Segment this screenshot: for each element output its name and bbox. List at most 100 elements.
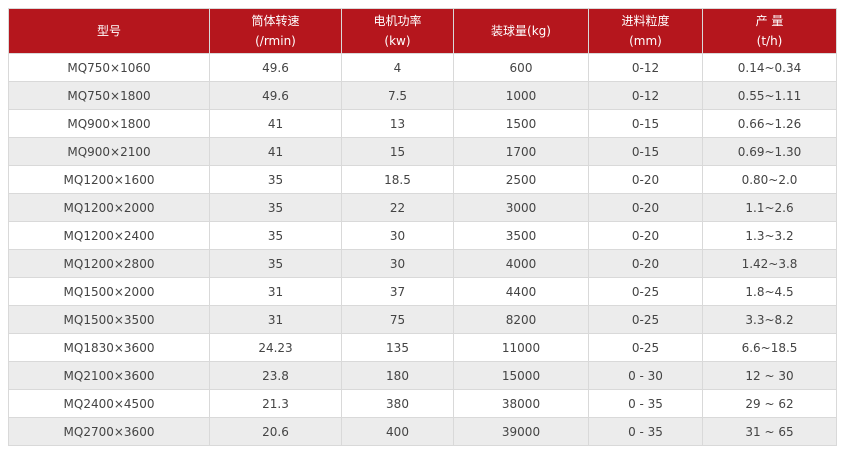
cell-capacity: 0.80~2.0 <box>702 165 837 194</box>
table-row: MQ1200×2400 35 30 3500 0-20 1.3~3.2 <box>8 221 837 250</box>
cell-ball-load: 1700 <box>453 137 589 166</box>
table-row: MQ1830×3600 24.23 135 11000 0-25 6.6~18.5 <box>8 333 837 362</box>
cell-drum-speed: 35 <box>209 249 342 278</box>
cell-capacity: 31 ~ 65 <box>702 417 837 446</box>
table-row: MQ1500×2000 31 37 4400 0-25 1.8~4.5 <box>8 277 837 306</box>
cell-drum-speed: 23.8 <box>209 361 342 390</box>
cell-model: MQ1200×1600 <box>8 165 210 194</box>
cell-model: MQ2100×3600 <box>8 361 210 390</box>
cell-model: MQ1500×3500 <box>8 305 210 334</box>
cell-motor-power: 135 <box>341 333 454 362</box>
cell-feed-size: 0-25 <box>588 305 703 334</box>
cell-drum-speed: 31 <box>209 277 342 306</box>
cell-motor-power: 400 <box>341 417 454 446</box>
cell-motor-power: 7.5 <box>341 81 454 110</box>
cell-ball-load: 15000 <box>453 361 589 390</box>
header-label: 型号 <box>96 24 121 38</box>
cell-model: MQ1830×3600 <box>8 333 210 362</box>
cell-drum-speed: 35 <box>209 221 342 250</box>
cell-drum-speed: 41 <box>209 109 342 138</box>
cell-drum-speed: 49.6 <box>209 53 342 82</box>
cell-capacity: 0.55~1.11 <box>702 81 837 110</box>
cell-model: MQ2400×4500 <box>8 389 210 418</box>
cell-model: MQ750×1060 <box>8 53 210 82</box>
cell-capacity: 0.66~1.26 <box>702 109 837 138</box>
cell-capacity: 1.8~4.5 <box>702 277 837 306</box>
cell-ball-load: 3000 <box>453 193 589 222</box>
cell-drum-speed: 31 <box>209 305 342 334</box>
table-row: MQ750×1800 49.6 7.5 1000 0-12 0.55~1.11 <box>8 81 837 110</box>
cell-capacity: 3.3~8.2 <box>702 305 837 334</box>
cell-capacity: 6.6~18.5 <box>702 333 837 362</box>
cell-model: MQ1200×2400 <box>8 221 210 250</box>
cell-model: MQ900×2100 <box>8 137 210 166</box>
cell-ball-load: 2500 <box>453 165 589 194</box>
cell-capacity: 1.1~2.6 <box>702 193 837 222</box>
cell-motor-power: 30 <box>341 221 454 250</box>
cell-model: MQ2700×3600 <box>8 417 210 446</box>
cell-capacity: 29 ~ 62 <box>702 389 837 418</box>
header-unit: (kw) <box>384 34 411 48</box>
cell-ball-load: 1500 <box>453 109 589 138</box>
cell-capacity: 1.42~3.8 <box>702 249 837 278</box>
cell-ball-load: 39000 <box>453 417 589 446</box>
table-row: MQ900×2100 41 15 1700 0-15 0.69~1.30 <box>8 137 837 166</box>
header-label: 装球量(kg) <box>491 24 551 38</box>
cell-feed-size: 0-15 <box>588 137 703 166</box>
cell-drum-speed: 49.6 <box>209 81 342 110</box>
cell-ball-load: 3500 <box>453 221 589 250</box>
cell-motor-power: 18.5 <box>341 165 454 194</box>
cell-capacity: 12 ~ 30 <box>702 361 837 390</box>
cell-ball-load: 8200 <box>453 305 589 334</box>
cell-feed-size: 0 - 35 <box>588 389 703 418</box>
header-ball-load: 装球量(kg) <box>453 8 589 54</box>
table-row: MQ2400×4500 21.3 380 38000 0 - 35 29 ~ 62 <box>8 389 837 418</box>
cell-model: MQ900×1800 <box>8 109 210 138</box>
cell-motor-power: 22 <box>341 193 454 222</box>
header-label: 产 量 <box>755 14 784 28</box>
header-row: 型号 筒体转速 (/rmin) 电机功率 (kw) 装球量(kg) 进料粒度 (mm) 产 量 (… <box>8 8 837 54</box>
header-capacity: 产 量 (t/h) <box>702 8 837 54</box>
cell-feed-size: 0-25 <box>588 333 703 362</box>
cell-drum-speed: 35 <box>209 165 342 194</box>
cell-feed-size: 0-20 <box>588 193 703 222</box>
cell-motor-power: 30 <box>341 249 454 278</box>
header-label: 筒体转速 <box>251 14 300 28</box>
header-model: 型号 <box>8 8 210 54</box>
table-row: MQ2100×3600 23.8 180 15000 0 - 30 12 ~ 30 <box>8 361 837 390</box>
cell-drum-speed: 35 <box>209 193 342 222</box>
cell-motor-power: 37 <box>341 277 454 306</box>
ball-mill-spec-table: 型号 筒体转速 (/rmin) 电机功率 (kw) 装球量(kg) 进料粒度 (mm) 产 量 (… <box>8 8 837 446</box>
cell-ball-load: 38000 <box>453 389 589 418</box>
cell-motor-power: 75 <box>341 305 454 334</box>
cell-motor-power: 15 <box>341 137 454 166</box>
table-row: MQ1200×1600 35 18.5 2500 0-20 0.80~2.0 <box>8 165 837 194</box>
cell-feed-size: 0 - 30 <box>588 361 703 390</box>
cell-motor-power: 380 <box>341 389 454 418</box>
header-feed-size: 进料粒度 (mm) <box>588 8 703 54</box>
table-row: MQ1200×2000 35 22 3000 0-20 1.1~2.6 <box>8 193 837 222</box>
cell-ball-load: 11000 <box>453 333 589 362</box>
cell-model: MQ1200×2000 <box>8 193 210 222</box>
header-unit: (t/h) <box>756 34 783 48</box>
header-motor-power: 电机功率 (kw) <box>341 8 454 54</box>
cell-ball-load: 1000 <box>453 81 589 110</box>
cell-feed-size: 0-12 <box>588 53 703 82</box>
cell-drum-speed: 20.6 <box>209 417 342 446</box>
cell-feed-size: 0-12 <box>588 81 703 110</box>
table-row: MQ1200×2800 35 30 4000 0-20 1.42~3.8 <box>8 249 837 278</box>
cell-ball-load: 600 <box>453 53 589 82</box>
cell-drum-speed: 41 <box>209 137 342 166</box>
table-row: MQ2700×3600 20.6 400 39000 0 - 35 31 ~ 65 <box>8 417 837 446</box>
header-label: 进料粒度 <box>621 14 670 28</box>
cell-model: MQ1500×2000 <box>8 277 210 306</box>
cell-capacity: 1.3~3.2 <box>702 221 837 250</box>
cell-feed-size: 0-20 <box>588 221 703 250</box>
cell-feed-size: 0-20 <box>588 165 703 194</box>
header-label: 电机功率 <box>373 14 422 28</box>
cell-capacity: 0.69~1.30 <box>702 137 837 166</box>
table-row: MQ750×1060 49.6 4 600 0-12 0.14~0.34 <box>8 53 837 82</box>
cell-model: MQ750×1800 <box>8 81 210 110</box>
cell-ball-load: 4400 <box>453 277 589 306</box>
header-unit: (/rmin) <box>255 34 296 48</box>
